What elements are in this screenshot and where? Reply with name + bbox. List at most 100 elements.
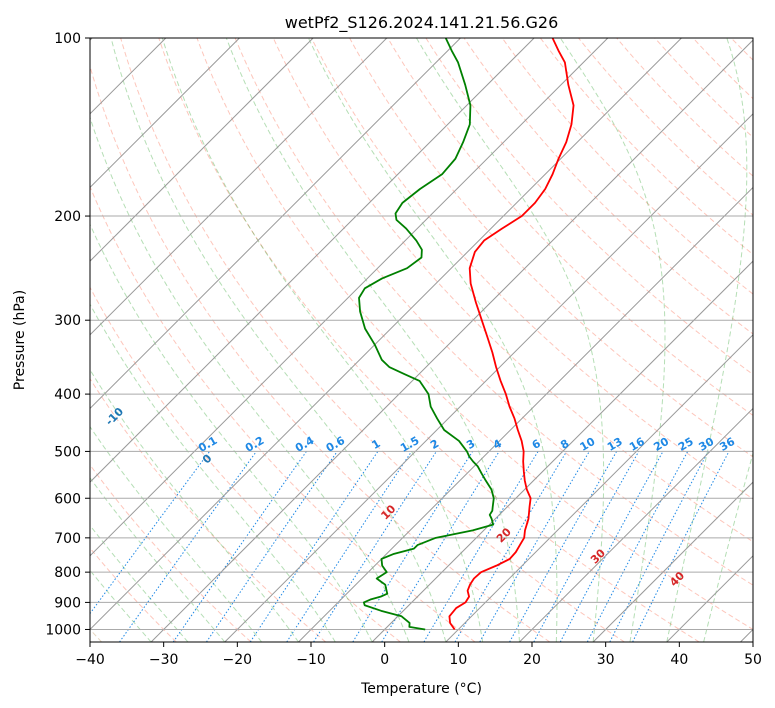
mixing-ratio-line [559, 451, 664, 642]
x-tick-label: 50 [744, 652, 762, 668]
background-lines [90, 38, 775, 642]
mixing-ratio-label: 2 [428, 437, 441, 452]
moist-adiabat-label: 20 [494, 525, 514, 545]
mixing-ratio-label: 1 [370, 437, 383, 452]
dry-adiabat [425, 38, 753, 376]
moist-adiabat [416, 38, 605, 642]
mixing-ratio-line [479, 451, 590, 642]
mixing-ratio-line [381, 451, 500, 642]
isotherm [90, 38, 682, 631]
mixing-ratio-line [586, 451, 689, 642]
moist-adiabat [90, 115, 410, 642]
moist-adiabat [703, 451, 753, 642]
x-tick-label: 10 [449, 652, 467, 668]
y-axis: 100 200 300 400 500 600 700 800 900 1000 [45, 31, 90, 638]
x-tick-label: 0 [380, 652, 389, 668]
isotherm [224, 113, 753, 642]
y-tick-label: 500 [54, 444, 81, 460]
dry-adiabat [158, 38, 700, 642]
y-tick-label: 800 [54, 565, 81, 581]
mixing-ratio-line [454, 451, 568, 642]
x-tick-label: 30 [597, 652, 615, 668]
moist-adiabat [90, 425, 263, 642]
mixing-ratio-label: 6 [530, 437, 543, 452]
dry-adiabat [769, 38, 775, 642]
dry-adiabat [120, 38, 625, 642]
dry-adiabat [387, 38, 753, 416]
isotherm [298, 186, 753, 642]
mixing-ratio-line [632, 451, 730, 642]
y-tick-label: 900 [54, 595, 81, 611]
mixing-ratio-line [609, 451, 709, 642]
moist-adiabat [161, 38, 484, 642]
x-tick-label: −20 [223, 652, 253, 668]
isotherm [371, 260, 753, 642]
temperature-profile [448, 38, 575, 630]
dry-adiabat [349, 38, 753, 458]
chart-title: wetPf2_S126.2024.141.21.56.G26 [285, 13, 559, 33]
isotherm [90, 38, 609, 557]
line-labels: 0.10.20.40.611.52346810131620253036-100-… [103, 405, 737, 589]
dry-adiabat [463, 38, 753, 335]
x-tick-label: −40 [75, 652, 105, 668]
isotherm [592, 481, 753, 642]
dry-adiabat [90, 64, 551, 642]
dry-adiabat [310, 38, 753, 500]
moist-adiabat [90, 223, 373, 642]
dry-adiabat [90, 377, 327, 642]
x-tick-label: −30 [149, 652, 179, 668]
dry-adiabat [234, 38, 753, 586]
dry-adiabat [90, 185, 476, 642]
y-tick-label: 1000 [45, 622, 81, 638]
y-tick-label: 700 [54, 531, 81, 547]
dry-adiabat-label: -10 [103, 405, 126, 428]
mixing-ratio-line [249, 451, 379, 642]
isotherm [90, 38, 240, 189]
x-tick-label: −10 [296, 652, 326, 668]
mixing-ratio-line [509, 451, 618, 642]
moist-adiabat [90, 477, 226, 642]
mixing-ratio-line [119, 451, 257, 642]
isotherm [90, 38, 314, 262]
dry-adiabat [196, 38, 753, 631]
dry-adiabat [90, 286, 401, 642]
mixing-ratio-line [206, 451, 338, 642]
gridlines [90, 38, 753, 642]
y-tick-label: 300 [54, 313, 81, 329]
dewpoint-profile [358, 38, 495, 631]
y-tick-label: 100 [54, 31, 81, 47]
dry-adiabat [616, 38, 753, 177]
dry-adiabat [272, 38, 753, 543]
moist-adiabat [110, 38, 447, 642]
dry-adiabat [578, 38, 753, 216]
dry-adiabat [692, 38, 753, 100]
dry-adiabat [501, 38, 753, 295]
moist-adiabat-label: 10 [378, 502, 398, 522]
x-tick-label: 20 [523, 652, 541, 668]
dry-adiabat [539, 38, 753, 256]
plot-frame [89, 37, 754, 643]
isotherm [445, 334, 753, 642]
mixing-ratio-line [313, 451, 437, 642]
moist-adiabat [559, 38, 666, 642]
moist-adiabat [90, 303, 336, 642]
x-axis: −40 −30 −20 −10 0 10 20 30 40 50 [75, 642, 762, 668]
moist-adiabat [307, 38, 558, 642]
dry-adiabat [654, 38, 753, 138]
x-tick-label: 40 [670, 652, 688, 668]
data-series [358, 38, 575, 631]
isotherm [150, 39, 753, 642]
mixing-ratio-line [172, 451, 307, 642]
dry-adiabat [90, 464, 252, 642]
y-tick-label: 600 [54, 491, 81, 507]
y-tick-label: 200 [54, 209, 81, 225]
mixing-ratio-line [286, 451, 413, 642]
y-axis-label: Pressure (hPa) [12, 290, 28, 390]
x-axis-label: Temperature (°C) [360, 681, 482, 697]
y-tick-label: 400 [54, 387, 81, 403]
isotherm [90, 38, 535, 483]
mixing-ratio-label: 4 [491, 437, 504, 452]
moist-adiabat-label: 30 [588, 546, 608, 566]
isotherm [90, 38, 461, 410]
